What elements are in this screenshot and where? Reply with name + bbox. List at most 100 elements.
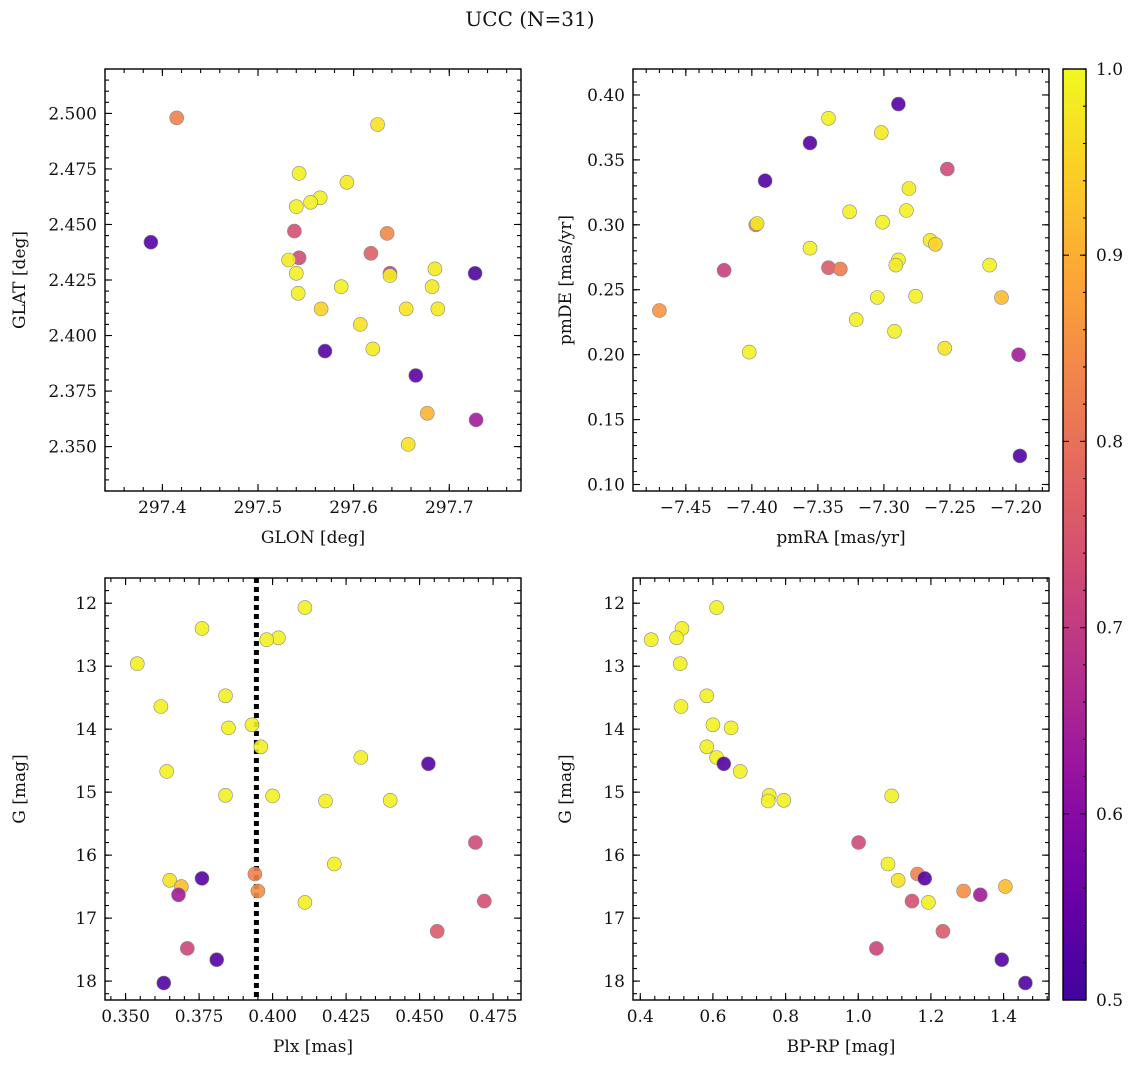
scatter-point: [1018, 975, 1033, 991]
scatter-point: [760, 793, 776, 809]
scatter-point: [288, 265, 304, 281]
x-tick-label: 0.8: [772, 1007, 799, 1027]
scatter-point: [259, 632, 275, 648]
y-tick-label: 2.375: [48, 382, 97, 402]
colorbar-frame: [1062, 68, 1087, 1001]
scatter-point: [956, 883, 971, 899]
x-tick-label: 0.475: [469, 1007, 518, 1027]
figure-title: UCC (N=31): [465, 7, 594, 31]
scatter-point: [363, 246, 379, 261]
scatter-point: [1012, 448, 1028, 464]
plot-frame: [104, 577, 522, 1001]
scatter-point: [901, 181, 917, 196]
scatter-point: [1011, 347, 1026, 363]
scatter-point: [291, 166, 307, 181]
y-tick-label: 0.10: [587, 476, 625, 496]
x-tick-label: 1.4: [990, 1007, 1017, 1027]
scatter-point: [194, 621, 210, 636]
scatter-point: [180, 941, 195, 956]
x-tick-label: 0.6: [699, 1007, 726, 1027]
y-tick-label: 14: [75, 720, 97, 740]
scatter-point: [156, 975, 172, 991]
scatter-point: [994, 290, 1009, 305]
colorbar-tick-label: 0.6: [1096, 805, 1123, 825]
y-tick-label: 0.40: [587, 86, 625, 106]
scatter-point: [169, 110, 184, 126]
y-tick-label: 13: [75, 657, 97, 677]
y-tick-label: 16: [75, 846, 97, 866]
x-tick-label: 1.2: [917, 1007, 944, 1027]
x-tick-label: 0.400: [248, 1007, 297, 1027]
scatter-point: [994, 952, 1010, 968]
scatter-point: [802, 135, 818, 151]
y-axis-label: pmDE [mas/yr]: [556, 215, 576, 345]
scatter-point: [921, 895, 936, 910]
scatter-point: [427, 261, 443, 277]
scatter-point: [303, 195, 318, 210]
scatter-point: [468, 412, 484, 428]
y-axis-label: GLAT [deg]: [10, 231, 30, 329]
scatter-point: [250, 883, 266, 899]
y-tick-label: 15: [75, 783, 97, 803]
scatter-point: [467, 265, 483, 281]
scatter-point: [652, 303, 667, 318]
scatter-point: [673, 699, 689, 714]
panel-pmra-pmde: −7.45 −7.40 −7.35 −7.30 −7.25 −7.20 0.10 0.15 0.…: [556, 68, 1050, 548]
scatter-point: [419, 405, 435, 421]
y-tick-label: 18: [75, 972, 97, 992]
scatter-point: [352, 317, 368, 332]
scatter-point: [869, 290, 885, 305]
scatter-point: [339, 175, 355, 190]
scatter-point: [939, 161, 955, 177]
scatter-point: [709, 600, 724, 615]
y-tick-label: 2.450: [48, 215, 97, 235]
scatter-point: [218, 787, 233, 803]
x-axis-label: BP-RP [mag]: [787, 1037, 896, 1057]
y-tick-label: 18: [603, 972, 625, 992]
colorbar-tick-label: 0.5: [1096, 991, 1123, 1011]
x-tick-label: −7.20: [990, 498, 1042, 518]
scatter-point: [244, 717, 260, 733]
scatter-point: [904, 893, 920, 909]
y-tick-label: 2.500: [48, 104, 97, 124]
x-tick-label: 297.7: [425, 498, 474, 518]
scatter-point: [194, 871, 210, 886]
scatter-point: [741, 344, 757, 360]
scatter-point: [887, 323, 902, 339]
scatter-point: [749, 216, 765, 231]
y-tick-label: 2.350: [48, 438, 97, 458]
colorbar-gradient: [1063, 69, 1086, 1000]
scatter-point: [723, 720, 739, 736]
scatter-point: [937, 340, 953, 356]
scatter-point: [162, 872, 177, 888]
scatter-point: [468, 835, 483, 850]
y-tick-label: 0.30: [587, 216, 625, 236]
plot-frame: [632, 577, 1050, 1001]
scatter-point: [221, 720, 236, 736]
scatter-point: [869, 941, 884, 956]
scatter-point: [699, 739, 715, 755]
scatter-point: [218, 688, 233, 704]
plot-frame: [104, 68, 522, 492]
colorbar-tick-label: 0.7: [1096, 619, 1123, 639]
x-tick-label: 297.4: [138, 498, 187, 518]
scatter-point: [143, 234, 159, 250]
scatter-point: [370, 117, 385, 132]
scatter-point: [287, 223, 302, 239]
x-tick-label: −7.45: [660, 498, 712, 518]
scatter-point: [290, 285, 306, 301]
scatter-point: [333, 279, 349, 295]
scatter-point: [281, 252, 296, 268]
x-tick-label: 297.6: [329, 498, 378, 518]
scatter-point: [802, 240, 818, 256]
x-tick-label: 0.4: [627, 1007, 654, 1027]
scatter-point: [253, 739, 269, 755]
x-tick-label: −7.40: [726, 498, 778, 518]
scatter-point: [429, 923, 445, 939]
y-tick-label: 0.35: [587, 151, 625, 171]
y-tick-label: 0.15: [587, 411, 625, 431]
scatter-point: [643, 632, 659, 648]
x-tick-label: 0.450: [395, 1007, 444, 1027]
scatter-point: [705, 717, 721, 733]
scatter-point: [732, 764, 748, 779]
